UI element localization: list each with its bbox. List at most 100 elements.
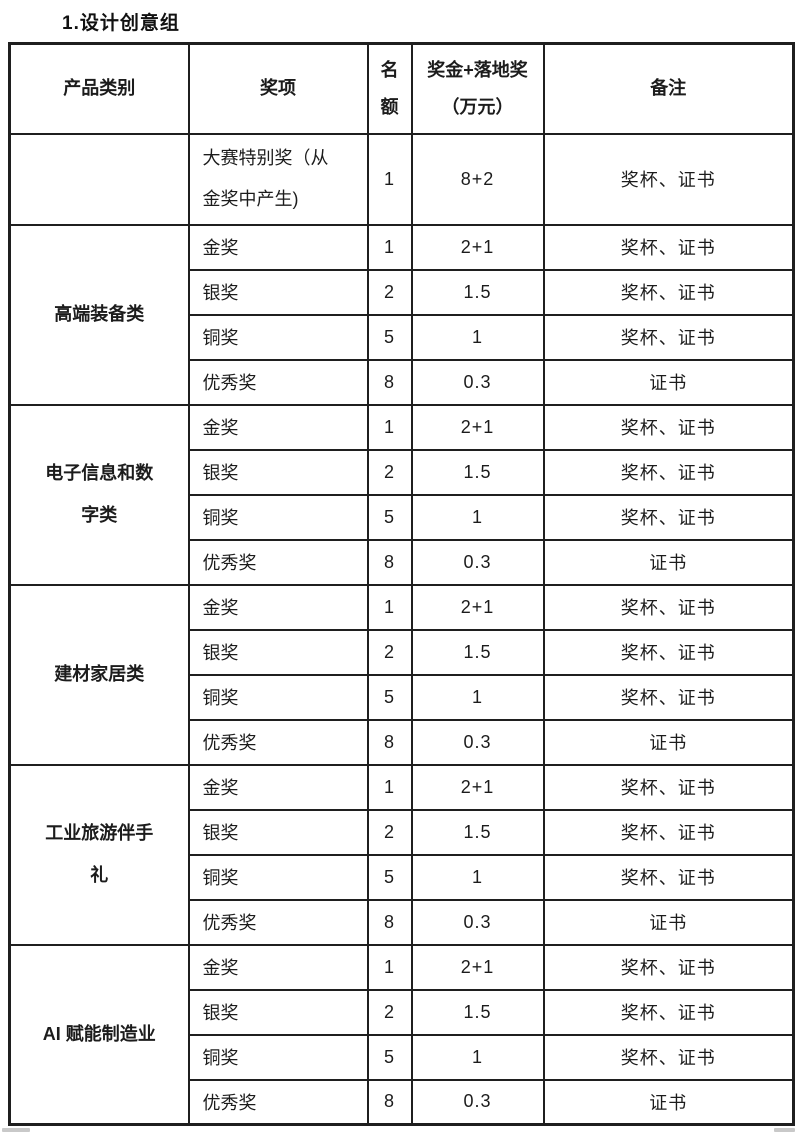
- table-row: AI 赋能制造业 金奖 1 2+1 奖杯、证书: [8, 943, 795, 1126]
- table-row: 工业旅游伴手礼 金奖 1 2+1 奖杯、证书: [8, 763, 795, 946]
- quota-cell: 1: [366, 223, 413, 271]
- table-row: 银奖 2 1.5 奖杯、证书: [10, 628, 795, 676]
- quota-cell: 1: [366, 403, 413, 451]
- quota-cell: 2: [366, 988, 413, 1036]
- table-row: 铜奖 5 1 奖杯、证书: [10, 853, 795, 901]
- award-cell: 金奖: [187, 403, 369, 451]
- quota-cell: 5: [366, 493, 413, 541]
- quota-cell: 1: [366, 763, 413, 811]
- page-title: 1.设计创意组: [62, 13, 180, 34]
- remark-cell: 奖杯、证书: [542, 988, 795, 1036]
- prize-cell: 0.3: [410, 898, 545, 946]
- table-row: 优秀奖 8 0.3 证书: [10, 538, 795, 586]
- award-cell: 金奖: [187, 763, 369, 811]
- quota-cell: 8: [366, 538, 413, 586]
- prize-cell: 1: [410, 493, 545, 541]
- category-cell: 工业旅游伴手礼: [8, 763, 190, 946]
- table-row: 铜奖 5 1 奖杯、证书: [10, 313, 795, 361]
- remark-cell: 奖杯、证书: [542, 403, 795, 451]
- prize-cell: 1.5: [410, 628, 545, 676]
- remark-cell: 证书: [542, 898, 795, 946]
- quota-cell: 5: [366, 853, 413, 901]
- remark-cell: 奖杯、证书: [542, 583, 795, 631]
- header-award: 奖项: [187, 42, 369, 135]
- award-cell: 银奖: [187, 808, 369, 856]
- table-row: 铜奖 5 1 奖杯、证书: [10, 673, 795, 721]
- award-cell: 铜奖: [187, 673, 369, 721]
- table-row: 铜奖 5 1 奖杯、证书: [10, 1033, 795, 1081]
- table-row: 优秀奖 8 0.3 证书: [10, 718, 795, 766]
- category-cell: 高端装备类: [8, 223, 190, 406]
- remark-cell: 奖杯、证书: [542, 448, 795, 496]
- scroll-handle-right[interactable]: [774, 1128, 795, 1132]
- quota-cell: 8: [366, 1078, 413, 1126]
- table-row-special: 大赛特别奖（从金奖中产生) 1 8+2 奖杯、证书: [8, 132, 795, 226]
- remark-cell: 证书: [542, 358, 795, 406]
- award-cell: 铜奖: [187, 1033, 369, 1081]
- remark-cell: 奖杯、证书: [542, 853, 795, 901]
- prize-cell: 1.5: [410, 268, 545, 316]
- remark-cell: 奖杯、证书: [542, 628, 795, 676]
- award-cell: 金奖: [187, 583, 369, 631]
- quota-cell: 5: [366, 313, 413, 361]
- prize-cell: 0.3: [410, 538, 545, 586]
- award-table: 产品类别 奖项 名额 奖金+落地奖（万元） 备注 大赛特别奖（从金奖中产生) 1…: [8, 42, 795, 1126]
- table-row: 银奖 2 1.5 奖杯、证书: [10, 448, 795, 496]
- prize-cell: 1: [410, 1033, 545, 1081]
- remark-cell: 奖杯、证书: [542, 808, 795, 856]
- remark-cell: 奖杯、证书: [542, 1033, 795, 1081]
- remark-cell: 奖杯、证书: [542, 493, 795, 541]
- prize-cell: 1.5: [410, 448, 545, 496]
- remark-cell: 奖杯、证书: [542, 132, 795, 226]
- category-cell: 建材家居类: [8, 583, 190, 766]
- prize-cell: 0.3: [410, 1078, 545, 1126]
- prize-cell: 2+1: [410, 223, 545, 271]
- table-row: 优秀奖 8 0.3 证书: [10, 358, 795, 406]
- prize-cell: 1.5: [410, 808, 545, 856]
- award-cell: 优秀奖: [187, 1078, 369, 1126]
- table-header-row: 产品类别 奖项 名额 奖金+落地奖（万元） 备注: [8, 42, 795, 135]
- header-quota: 名额: [366, 42, 413, 135]
- prize-cell: 0.3: [410, 358, 545, 406]
- prize-cell: 2+1: [410, 403, 545, 451]
- quota-cell: 2: [366, 628, 413, 676]
- quota-cell: 8: [366, 718, 413, 766]
- remark-cell: 奖杯、证书: [542, 268, 795, 316]
- quota-cell: 1: [366, 132, 413, 226]
- prize-cell: 1: [410, 853, 545, 901]
- table-row: 铜奖 5 1 奖杯、证书: [10, 493, 795, 541]
- prize-cell: 1: [410, 313, 545, 361]
- header-category: 产品类别: [8, 42, 190, 135]
- remark-cell: 奖杯、证书: [542, 943, 795, 991]
- prize-cell: 2+1: [410, 583, 545, 631]
- table-row: 优秀奖 8 0.3 证书: [10, 1078, 795, 1126]
- category-cell: AI 赋能制造业: [8, 943, 190, 1126]
- award-cell: 金奖: [187, 943, 369, 991]
- table-row: 银奖 2 1.5 奖杯、证书: [10, 988, 795, 1036]
- prize-cell: 1.5: [410, 988, 545, 1036]
- prize-cell: 2+1: [410, 943, 545, 991]
- remark-cell: 奖杯、证书: [542, 313, 795, 361]
- award-cell: 银奖: [187, 628, 369, 676]
- prize-cell: 2+1: [410, 763, 545, 811]
- quota-cell: 5: [366, 673, 413, 721]
- prize-cell: 0.3: [410, 718, 545, 766]
- award-cell: 优秀奖: [187, 718, 369, 766]
- award-cell: 银奖: [187, 448, 369, 496]
- category-cell: 电子信息和数字类: [8, 403, 190, 586]
- quota-cell: 1: [366, 583, 413, 631]
- scroll-handle-left[interactable]: [2, 1128, 30, 1132]
- award-cell: 大赛特别奖（从金奖中产生): [187, 132, 369, 226]
- award-cell: 优秀奖: [187, 538, 369, 586]
- table-row: 电子信息和数字类 金奖 1 2+1 奖杯、证书: [8, 403, 795, 586]
- award-cell: 优秀奖: [187, 358, 369, 406]
- award-cell: 铜奖: [187, 493, 369, 541]
- remark-cell: 奖杯、证书: [542, 763, 795, 811]
- prize-cell: 1: [410, 673, 545, 721]
- award-cell: 银奖: [187, 268, 369, 316]
- quota-cell: 2: [366, 448, 413, 496]
- table-row: 建材家居类 金奖 1 2+1 奖杯、证书: [8, 583, 795, 766]
- quota-cell: 2: [366, 808, 413, 856]
- header-prize: 奖金+落地奖（万元）: [410, 42, 545, 135]
- quota-cell: 2: [366, 268, 413, 316]
